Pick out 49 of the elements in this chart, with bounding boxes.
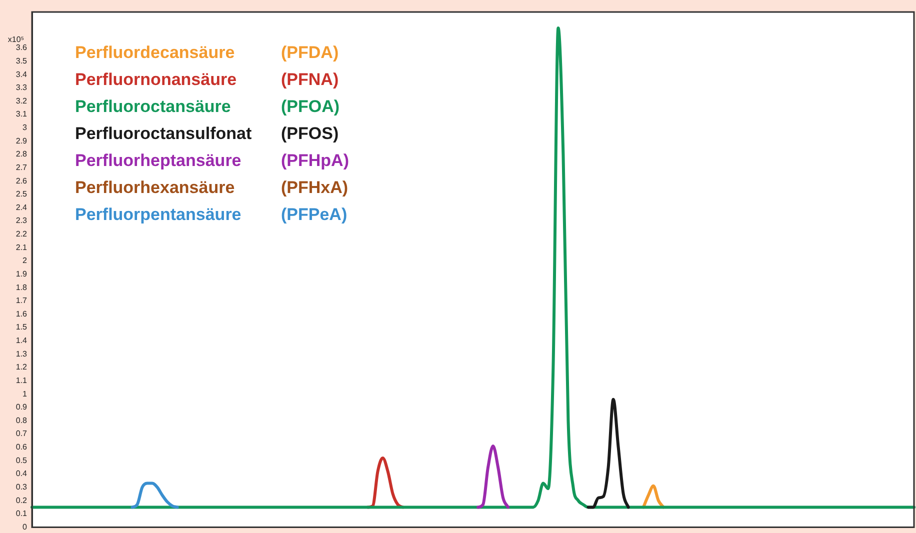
text: Perfluorheptansäure (PFHpA) [75,151,349,170]
text: Perfluornonansäure (PFNA) [75,70,339,89]
line-series [586,398,630,509]
y-tick-label: 0.1 [16,509,28,518]
y-tick-label: 0.4 [16,469,28,478]
text: Perfluoroctansulfonat (PFOS) [75,124,339,143]
y-tick-label: 3 [22,123,28,132]
text: Perfluorpentansäure (PFPeA) [75,205,348,224]
y-tick-label: 2.6 [16,176,28,186]
y-tick-label: 1.3 [16,349,28,358]
text: Perfluoroctansäure (PFOA) [75,97,340,116]
y-tick-label: 2.2 [16,230,28,239]
y-tick-label: 2.9 [16,136,28,146]
y-tick-label: 0.2 [16,496,28,505]
y-tick-label: 1.8 [16,282,28,292]
y-tick-label: 1.4 [16,336,28,346]
y-tick-label: 2.7 [16,162,28,172]
y-tick-label: 1.7 [16,296,28,306]
line-series [130,482,179,509]
y-tick-label: 0 [22,522,28,532]
text: Perfluorhexansäure (PFHxA) [75,178,348,197]
y-tick-label: 3.6 [16,43,28,52]
y-tick-label: 0.9 [16,402,28,412]
y-tick-label: 2.1 [16,242,28,252]
y-tick-label: 2.5 [16,190,28,199]
y-tick-label: 3.5 [16,56,28,66]
y-tick-label: 3.4 [16,70,28,79]
y-tick-label: 1.9 [16,269,28,278]
y-tick-label: 1.6 [16,309,28,318]
text: Perfluordecansäure (PFDA) [75,43,339,62]
y-tick-label: 2.8 [16,150,28,159]
y-tick-label: 2 [22,256,28,266]
line-series [30,26,916,509]
line-series [476,444,510,509]
y-tick-label: 1 [22,389,28,398]
y-tick-label: 2.3 [16,216,28,226]
y-tick-label: 0.7 [16,429,28,438]
y-tick-label: 0.3 [16,482,28,492]
y-tick-label: 3.1 [16,110,28,119]
y-tick-label: 1.2 [16,362,28,372]
y-tick-label: 3.3 [16,83,28,92]
y-tick-label: 1.1 [16,376,28,385]
y-tick-label: 0.6 [16,442,28,452]
y-tick-label: 2.4 [16,202,28,212]
y-tick-label: 0.8 [16,416,28,425]
y-tick-label: 1.5 [16,322,28,332]
y-tick-label: 0.5 [16,456,28,465]
y-axis-title: x10⁵ [8,35,24,44]
y-tick-label: 3.2 [16,96,28,106]
